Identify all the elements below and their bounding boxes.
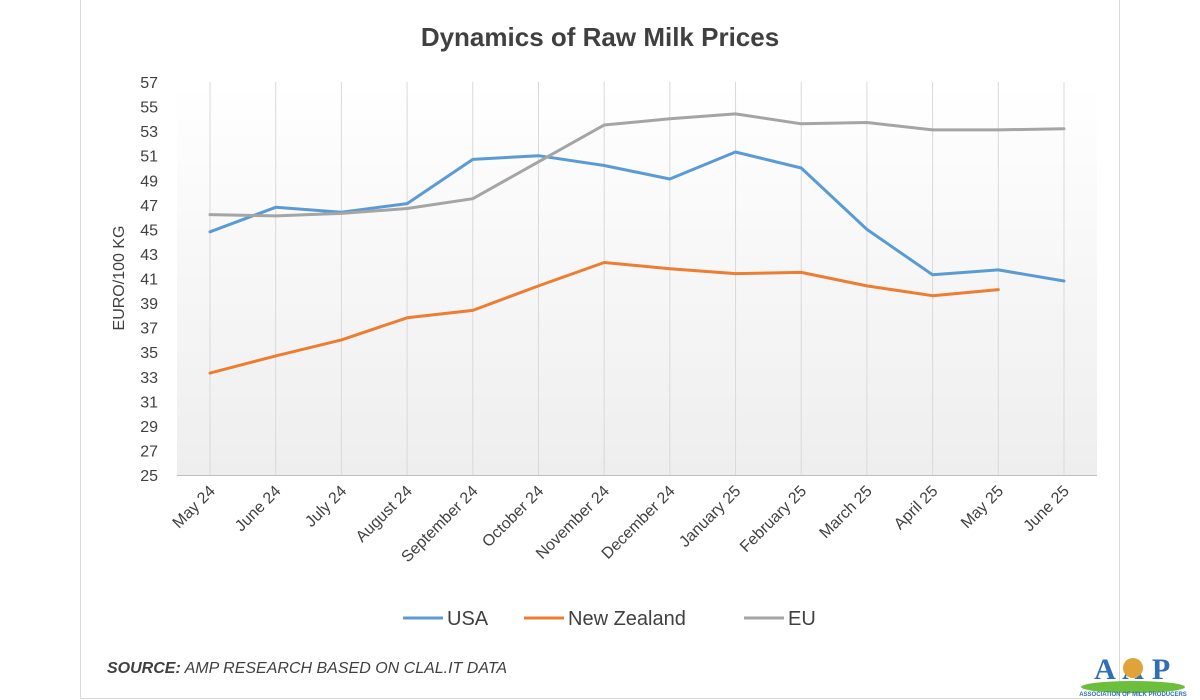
data-point <box>471 309 474 312</box>
y-tick-label: 31 <box>140 394 158 411</box>
data-point <box>471 158 474 161</box>
amp-logo: A A P ASSOCIATION OF MILK PRODUCERS <box>1079 653 1187 698</box>
series-lines <box>208 112 1066 375</box>
data-point <box>274 214 277 217</box>
source-note: SOURCE: AMP RESEARCH BASED ON CLAL.IT DA… <box>107 660 507 678</box>
data-point <box>800 122 803 125</box>
y-tick-label: 39 <box>140 296 158 313</box>
data-point <box>734 151 737 154</box>
data-point <box>931 273 934 276</box>
legend-label: New Zealand <box>568 608 686 630</box>
y-tick-label: 55 <box>140 100 158 117</box>
data-point <box>800 166 803 169</box>
svg-text:ASSOCIATION OF MILK PRODUCERS: ASSOCIATION OF MILK PRODUCERS <box>1079 692 1187 698</box>
source-text: AMP RESEARCH BASED ON CLAL.IT DATA <box>180 660 508 677</box>
data-point <box>603 164 606 167</box>
y-tick-label: 45 <box>140 222 158 239</box>
series-line-usa <box>208 150 1066 283</box>
x-tick-label: May 24 <box>170 483 219 532</box>
data-point <box>997 288 1000 291</box>
legend-label: EU <box>788 608 816 630</box>
data-point <box>537 160 540 163</box>
svg-text:A: A <box>1094 653 1116 686</box>
data-point <box>340 338 343 341</box>
y-tick-label: 49 <box>140 173 158 190</box>
x-tick-label: May 25 <box>958 483 1007 532</box>
data-point <box>537 284 540 287</box>
data-point <box>997 128 1000 131</box>
data-point <box>734 112 737 115</box>
data-point <box>603 261 606 264</box>
y-tick-label: 41 <box>140 272 158 289</box>
x-tick-label: February 25 <box>737 483 810 556</box>
data-point <box>537 154 540 157</box>
source-prefix: SOURCE: <box>107 660 181 677</box>
data-point <box>1063 279 1066 282</box>
x-tick-label: June 25 <box>1021 483 1073 535</box>
y-tick-label: 51 <box>140 149 158 166</box>
legend-label: USA <box>447 608 489 630</box>
data-point <box>471 197 474 200</box>
y-tick-label: 35 <box>140 345 158 362</box>
data-point <box>668 117 671 120</box>
data-point <box>406 207 409 210</box>
x-tick-label: August 24 <box>353 483 416 546</box>
data-point <box>800 271 803 274</box>
plot-area <box>177 82 1097 475</box>
x-tick-label: January 25 <box>676 483 744 551</box>
data-point <box>340 212 343 215</box>
data-point <box>274 354 277 357</box>
x-tick-label: July 24 <box>302 483 350 531</box>
x-tick-label: April 25 <box>891 483 941 533</box>
y-tick-label: 27 <box>140 443 158 460</box>
data-point <box>931 128 934 131</box>
data-point <box>734 272 737 275</box>
grid-lines <box>209 82 1065 475</box>
x-tick-label: March 25 <box>817 483 876 542</box>
data-point <box>668 178 671 181</box>
y-tick-label: 37 <box>140 321 158 338</box>
data-point <box>865 228 868 231</box>
y-tick-label: 53 <box>140 124 158 141</box>
y-tick-label: 43 <box>140 247 158 264</box>
data-point <box>209 213 212 216</box>
y-axis-ticks: 57 55 53 51 49 47 45 43 41 39 37 35 33 31 29 27 25 <box>140 75 158 485</box>
data-point <box>865 284 868 287</box>
data-point <box>406 316 409 319</box>
y-tick-label: 57 <box>140 75 158 92</box>
y-axis-label: EURO/100 KG <box>111 226 128 331</box>
data-point <box>668 267 671 270</box>
data-point <box>1063 127 1066 130</box>
data-point <box>209 230 212 233</box>
data-point <box>865 121 868 124</box>
data-point <box>931 294 934 297</box>
y-tick-label: 29 <box>140 419 158 436</box>
x-tick-label: June 24 <box>232 483 284 535</box>
legend: USA New Zealand EU <box>403 608 816 630</box>
chart-title: Dynamics of Raw Milk Prices <box>421 22 779 52</box>
y-tick-label: 33 <box>140 370 158 387</box>
data-point <box>997 268 1000 271</box>
y-tick-label: 47 <box>140 198 158 215</box>
data-point <box>209 372 212 375</box>
svg-text:P: P <box>1152 653 1170 686</box>
x-tick-label: October 24 <box>479 483 547 551</box>
data-point <box>603 123 606 126</box>
data-point <box>274 206 277 209</box>
series-line-eu <box>208 112 1066 218</box>
series-line-new-zealand <box>208 261 1000 375</box>
data-point <box>406 202 409 205</box>
y-tick-label: 25 <box>140 468 158 485</box>
